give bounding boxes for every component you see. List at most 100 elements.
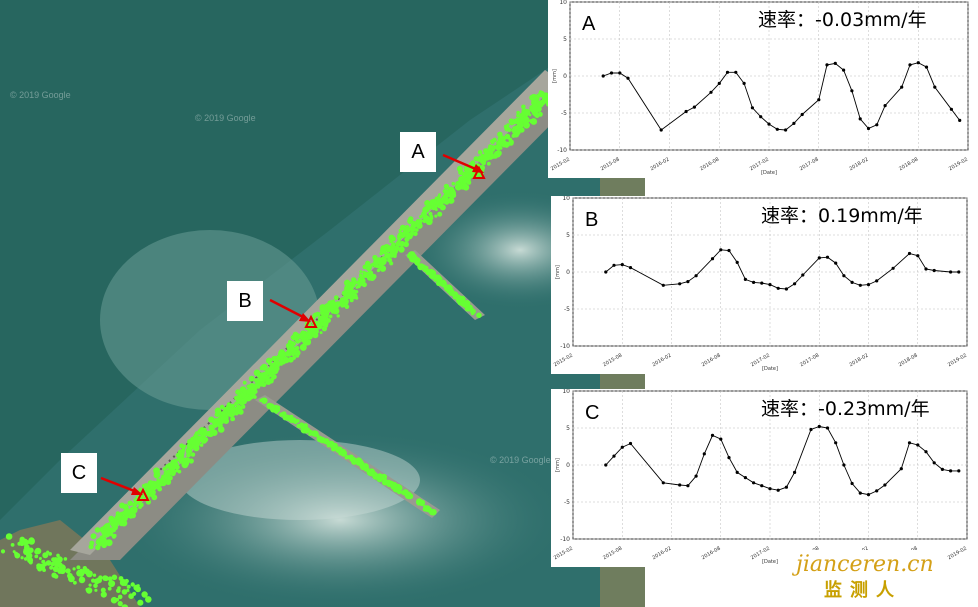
series-line xyxy=(605,426,959,496)
measurement-point xyxy=(170,462,178,470)
measurement-point xyxy=(375,257,383,265)
measurement-point xyxy=(125,514,129,518)
measurement-point xyxy=(479,164,486,171)
data-point xyxy=(686,280,690,284)
measurement-point xyxy=(101,530,106,535)
measurement-point xyxy=(132,502,138,508)
measurement-point xyxy=(197,435,203,441)
measurement-point xyxy=(284,414,289,420)
measurement-point xyxy=(296,424,301,428)
x-tick-label: 2016-08 xyxy=(701,546,722,562)
data-point xyxy=(940,467,944,471)
measurement-point xyxy=(122,510,129,516)
data-point xyxy=(702,452,706,456)
measurement-point xyxy=(94,527,101,533)
data-point xyxy=(725,70,730,74)
measurement-point xyxy=(138,487,143,492)
y-axis-label: [mm] xyxy=(552,69,558,83)
data-point xyxy=(949,107,953,111)
x-axis-label: [Date] xyxy=(761,170,777,176)
x-axis-label: [Date] xyxy=(762,366,778,372)
data-point xyxy=(793,282,797,286)
measurement-point xyxy=(341,290,348,297)
panel-label: B xyxy=(585,209,598,231)
data-point xyxy=(661,283,665,287)
measurement-point xyxy=(504,133,511,140)
data-point xyxy=(684,109,688,114)
measurement-point xyxy=(199,443,204,447)
y-tick-label: -10 xyxy=(557,147,567,154)
data-point xyxy=(883,483,887,487)
data-point xyxy=(875,123,879,127)
measurement-points xyxy=(0,90,555,607)
data-point xyxy=(618,71,622,75)
data-point xyxy=(858,117,862,121)
measurement-point xyxy=(145,596,152,603)
data-point xyxy=(601,74,605,78)
data-point xyxy=(604,270,608,274)
data-point xyxy=(784,485,788,489)
measurement-point xyxy=(424,268,429,273)
x-tick-label: 2018-08 xyxy=(898,353,919,369)
measurement-point xyxy=(141,591,148,598)
rate-annotation: 速率：0.19mm/年 xyxy=(761,205,923,227)
data-point xyxy=(752,481,756,485)
measurement-point xyxy=(219,411,226,417)
data-point xyxy=(628,441,633,446)
data-point xyxy=(858,283,862,287)
measurement-point xyxy=(407,253,413,259)
measurement-point xyxy=(433,277,438,282)
measurement-point xyxy=(126,584,131,589)
measurement-point xyxy=(490,140,495,145)
measurement-point xyxy=(63,557,68,561)
data-point xyxy=(659,128,663,132)
measurement-point xyxy=(167,475,173,481)
measurement-point xyxy=(529,94,535,101)
measurement-point xyxy=(457,184,463,190)
measurement-point xyxy=(175,469,179,473)
measurement-point xyxy=(107,586,112,591)
x-tick-label: 2016-02 xyxy=(651,546,672,562)
measurement-point xyxy=(130,508,135,513)
measurement-point xyxy=(241,398,247,405)
measurement-point xyxy=(73,580,77,585)
data-point xyxy=(891,266,895,270)
measurement-point xyxy=(128,593,134,599)
measurement-point xyxy=(42,552,49,559)
y-tick-label: 0 xyxy=(566,269,570,276)
data-point xyxy=(719,437,723,441)
data-point xyxy=(727,248,731,253)
measurement-point xyxy=(479,155,484,160)
measurement-point xyxy=(330,299,336,305)
measurement-point xyxy=(477,150,483,155)
data-point xyxy=(767,122,771,126)
data-point xyxy=(692,105,696,109)
measurement-point xyxy=(107,576,113,582)
measurement-point xyxy=(326,444,331,448)
measurement-point xyxy=(186,443,192,449)
data-point xyxy=(842,463,846,467)
measurement-point xyxy=(149,489,155,495)
data-point xyxy=(916,443,920,447)
measurement-point xyxy=(108,580,116,588)
measurement-point xyxy=(300,333,305,338)
measurement-point xyxy=(245,388,252,395)
data-point xyxy=(710,433,715,437)
measurement-point xyxy=(271,371,276,375)
measurement-point xyxy=(20,542,24,546)
measurement-point xyxy=(451,181,456,186)
measurement-point xyxy=(354,290,359,294)
measurement-point xyxy=(352,280,357,285)
measurement-point xyxy=(133,506,138,512)
measurement-point xyxy=(408,216,414,222)
measurement-point xyxy=(207,430,214,438)
measurement-point xyxy=(398,246,405,253)
measurement-point xyxy=(111,528,117,533)
data-point xyxy=(709,90,713,94)
measurement-point xyxy=(466,307,471,311)
measurement-point xyxy=(414,228,419,232)
measurement-point xyxy=(337,446,343,453)
measurement-point xyxy=(465,172,471,178)
measurement-point xyxy=(389,239,394,244)
measurement-point xyxy=(85,587,89,592)
